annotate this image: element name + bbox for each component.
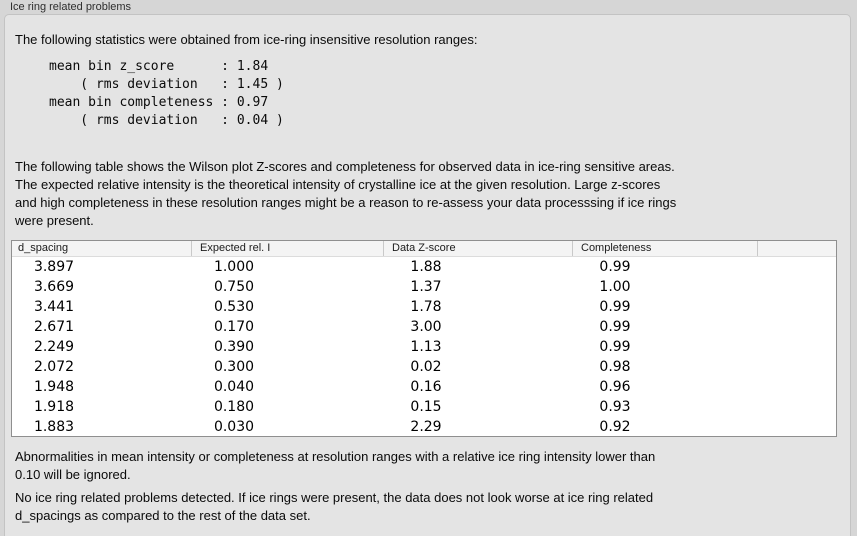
column-header-spacer bbox=[758, 241, 836, 256]
table-cell: 1.88 bbox=[410, 259, 442, 275]
table-cell: 1.37 bbox=[410, 279, 442, 295]
table-cell: 1.13 bbox=[410, 339, 442, 355]
stats-block: mean bin z_score : 1.84 ( rms deviation … bbox=[49, 59, 284, 128]
table-cell: 0.16 bbox=[410, 379, 442, 395]
table-cell: 1.000 bbox=[213, 259, 255, 275]
column-header-d-spacing[interactable]: d_spacing bbox=[12, 241, 192, 256]
table-cell: 2.072 bbox=[33, 359, 75, 375]
table-cell: 0.98 bbox=[599, 359, 631, 375]
table-cell: 0.02 bbox=[410, 359, 442, 375]
table-cell: 0.99 bbox=[599, 259, 631, 275]
conclusion-text: No ice ring related problems detected. I… bbox=[15, 490, 654, 523]
table-cell: 1.918 bbox=[33, 399, 75, 415]
table-cell: 0.93 bbox=[599, 399, 631, 415]
table-cell: 0.99 bbox=[599, 339, 631, 355]
table-row[interactable]: 3.441 0.530 1.78 0.99 bbox=[12, 297, 836, 317]
table-cell: 0.92 bbox=[599, 419, 631, 435]
table-cell: 1.883 bbox=[33, 419, 75, 435]
column-header-completeness[interactable]: Completeness bbox=[573, 241, 758, 256]
table-cell: 0.040 bbox=[213, 379, 255, 395]
table-cell: 1.78 bbox=[410, 299, 442, 315]
intro-text: The following statistics were obtained f… bbox=[15, 32, 478, 47]
table-cell: 2.671 bbox=[33, 319, 75, 335]
table-row[interactable]: 2.671 0.170 3.00 0.99 bbox=[12, 317, 836, 337]
table-cell: 0.99 bbox=[599, 299, 631, 315]
table-cell: 0.750 bbox=[213, 279, 255, 295]
ice-ring-group-box: The following statistics were obtained f… bbox=[4, 14, 851, 536]
table-row[interactable]: 3.669 0.750 1.37 1.00 bbox=[12, 277, 836, 297]
table-row[interactable]: 3.897 1.000 1.88 0.99 bbox=[12, 257, 836, 277]
table-cell: 1.948 bbox=[33, 379, 75, 395]
table-cell: 3.897 bbox=[33, 259, 75, 275]
table-cell: 0.390 bbox=[213, 339, 255, 355]
table-cell: 3.00 bbox=[410, 319, 442, 335]
table-description-text: The following table shows the Wilson plo… bbox=[15, 159, 677, 228]
table-row[interactable]: 1.948 0.040 0.16 0.96 bbox=[12, 377, 836, 397]
table-cell: 0.530 bbox=[213, 299, 255, 315]
table-row[interactable]: 2.249 0.390 1.13 0.99 bbox=[12, 337, 836, 357]
table-cell: 0.99 bbox=[599, 319, 631, 335]
table-cell: 2.249 bbox=[33, 339, 75, 355]
table-header-row: d_spacing Expected rel. I Data Z-score C… bbox=[12, 241, 836, 257]
table-cell: 2.29 bbox=[410, 419, 442, 435]
table-cell: 0.030 bbox=[213, 419, 255, 435]
column-header-data-z-score[interactable]: Data Z-score bbox=[384, 241, 573, 256]
table-cell: 3.669 bbox=[33, 279, 75, 295]
group-box-title: Ice ring related problems bbox=[10, 1, 132, 13]
threshold-note-text: Abnormalities in mean intensity or compl… bbox=[15, 449, 656, 482]
table-cell: 0.300 bbox=[213, 359, 255, 375]
table-body: 3.897 1.000 1.88 0.99 3.669 0.750 1.37 1.00 3.44… bbox=[12, 257, 836, 437]
table-cell: 0.180 bbox=[213, 399, 255, 415]
table-cell: 0.96 bbox=[599, 379, 631, 395]
ice-ring-table: d_spacing Expected rel. I Data Z-score C… bbox=[11, 240, 837, 437]
table-row[interactable]: 1.918 0.180 0.15 0.93 bbox=[12, 397, 836, 417]
table-row[interactable]: 2.072 0.300 0.02 0.98 bbox=[12, 357, 836, 377]
table-cell: 0.15 bbox=[410, 399, 442, 415]
table-cell: 0.170 bbox=[213, 319, 255, 335]
table-cell: 1.00 bbox=[599, 279, 631, 295]
column-header-expected-rel-i[interactable]: Expected rel. I bbox=[192, 241, 384, 256]
table-row[interactable]: 1.883 0.030 2.29 0.92 bbox=[12, 417, 836, 437]
table-cell: 3.441 bbox=[33, 299, 75, 315]
